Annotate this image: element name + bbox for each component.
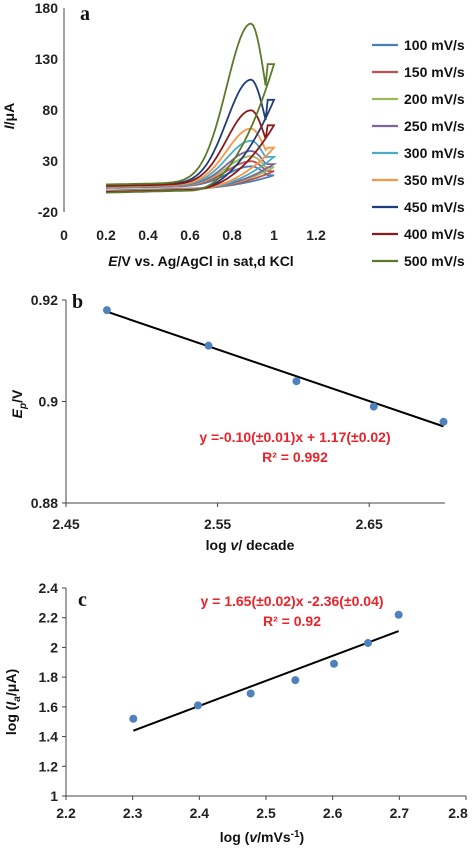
panel-c-label: c [78, 589, 87, 611]
legend-label: 300 mV/s [404, 145, 465, 161]
panel-b-data-point [204, 341, 213, 350]
panel-a-ylabel: I/μA [1, 103, 17, 129]
panel-b-ylabel: Ep/V [9, 389, 29, 418]
panel-c-y-tick: 2.4 [39, 580, 59, 596]
panel-b-x-tick: 2.55 [204, 516, 231, 532]
panel-b-xlabel: log v/ decade [206, 537, 295, 553]
panel-a-y-tick: 130 [35, 51, 59, 67]
panel-a-label: a [80, 3, 90, 25]
panel-b-equation: y =-0.10(±0.01)x + 1.17(±0.02) [199, 429, 390, 445]
panel-c-data-point [194, 701, 202, 710]
panel-a-y-tick: 30 [42, 153, 58, 169]
panel-c-xlabel: log (v/mVs-1) [220, 829, 304, 845]
panel-c-y-tick: 1.2 [39, 758, 59, 774]
panel-c-x-tick: 2.7 [390, 805, 410, 821]
panel-b-r2: R² = 0.992 [262, 449, 328, 465]
panel-b-data-point [369, 402, 378, 411]
panel-c-data-point [291, 676, 300, 685]
panel-c-x-tick: 2.2 [56, 805, 76, 821]
legend-label: 500 mV/s [404, 253, 465, 269]
panel-b-y-tick: 0.9 [39, 394, 59, 410]
chart-panel-a: a I/μA E/V vs. Ag/AgCl in sat,d KCl 0 0.2… [1, 0, 465, 269]
panel-c-x-tick: 2.8 [448, 805, 468, 821]
panel-b-data-point [439, 417, 448, 426]
legend-label: 250 mV/s [404, 118, 465, 134]
panel-a-y-tick: 80 [42, 102, 58, 118]
chart-panel-b: b Ep/V log v/ decade 2.45 2.55 2.65 0.88 0.9… [9, 291, 448, 553]
panel-c-x-tick: 2.5 [256, 805, 276, 821]
panel-c-equation: y = 1.65(±0.02)x -2.36(±0.04) [200, 593, 383, 609]
panel-b-x-tick: 2.45 [52, 516, 79, 532]
panel-a-x-tick: 1 [270, 227, 278, 243]
panel-a-x-tick: 0.8 [222, 227, 242, 243]
panel-c-data-point [330, 659, 338, 668]
panel-c-y-tick: 2 [50, 639, 58, 655]
panel-a-y-tick: -20 [38, 204, 58, 220]
panel-c-trendline [132, 630, 400, 732]
panel-c-y-tick: 1.6 [39, 699, 59, 715]
panel-c-y-tick: 1 [50, 788, 58, 804]
panel-c-y-tick: 1.8 [39, 669, 59, 685]
cv-curve-500mvs [105, 22, 276, 194]
panel-c-data-point [246, 689, 255, 698]
legend-label: 350 mV/s [404, 172, 465, 188]
panel-c-x-tick: 2.3 [123, 805, 143, 821]
legend-label: 100 mV/s [404, 37, 465, 53]
panel-a-x-tick: 1.2 [306, 227, 326, 243]
panel-a-x-tick: 0.2 [96, 227, 116, 243]
panel-c-x-tick: 2.4 [190, 805, 210, 821]
legend-label: 450 mV/s [404, 199, 465, 215]
panel-a-x-tick: 0.4 [138, 227, 158, 243]
panel-a-xlabel: E/V vs. Ag/AgCl in sat,d KCl [108, 253, 293, 269]
panel-c-data-point [364, 638, 372, 647]
panel-b-data-point [292, 377, 301, 386]
panel-a-x-tick: 0.6 [180, 227, 200, 243]
chart-panel-c: c log (Ia/μA) log (v/mVs-1) 2.2 2.3 2.4 2.5… [3, 580, 468, 845]
panel-b-label: b [72, 291, 83, 313]
legend-label: 400 mV/s [404, 226, 465, 242]
panel-b-y-tick: 0.92 [31, 292, 58, 308]
panel-c-x-tick: 2.6 [323, 805, 343, 821]
panel-c-ylabel: log (Ia/μA) [3, 669, 23, 735]
panel-c-data-point [129, 714, 138, 723]
panel-b-data-point [102, 306, 111, 315]
panel-b-x-tick: 2.65 [356, 516, 383, 532]
panel-c-r2: R² = 0.92 [263, 613, 321, 629]
panel-c-data-point [394, 610, 403, 619]
panel-a-x-tick: 0 [60, 227, 68, 243]
panel-b-y-tick: 0.88 [31, 495, 58, 511]
panel-c-y-tick: 2.2 [39, 610, 59, 626]
panel-a-y-tick: 180 [35, 0, 59, 16]
panel-c-y-tick: 1.4 [39, 729, 59, 745]
legend-label: 150 mV/s [404, 64, 465, 80]
legend-label: 200 mV/s [404, 91, 465, 107]
panel-b-trendline [106, 310, 444, 428]
